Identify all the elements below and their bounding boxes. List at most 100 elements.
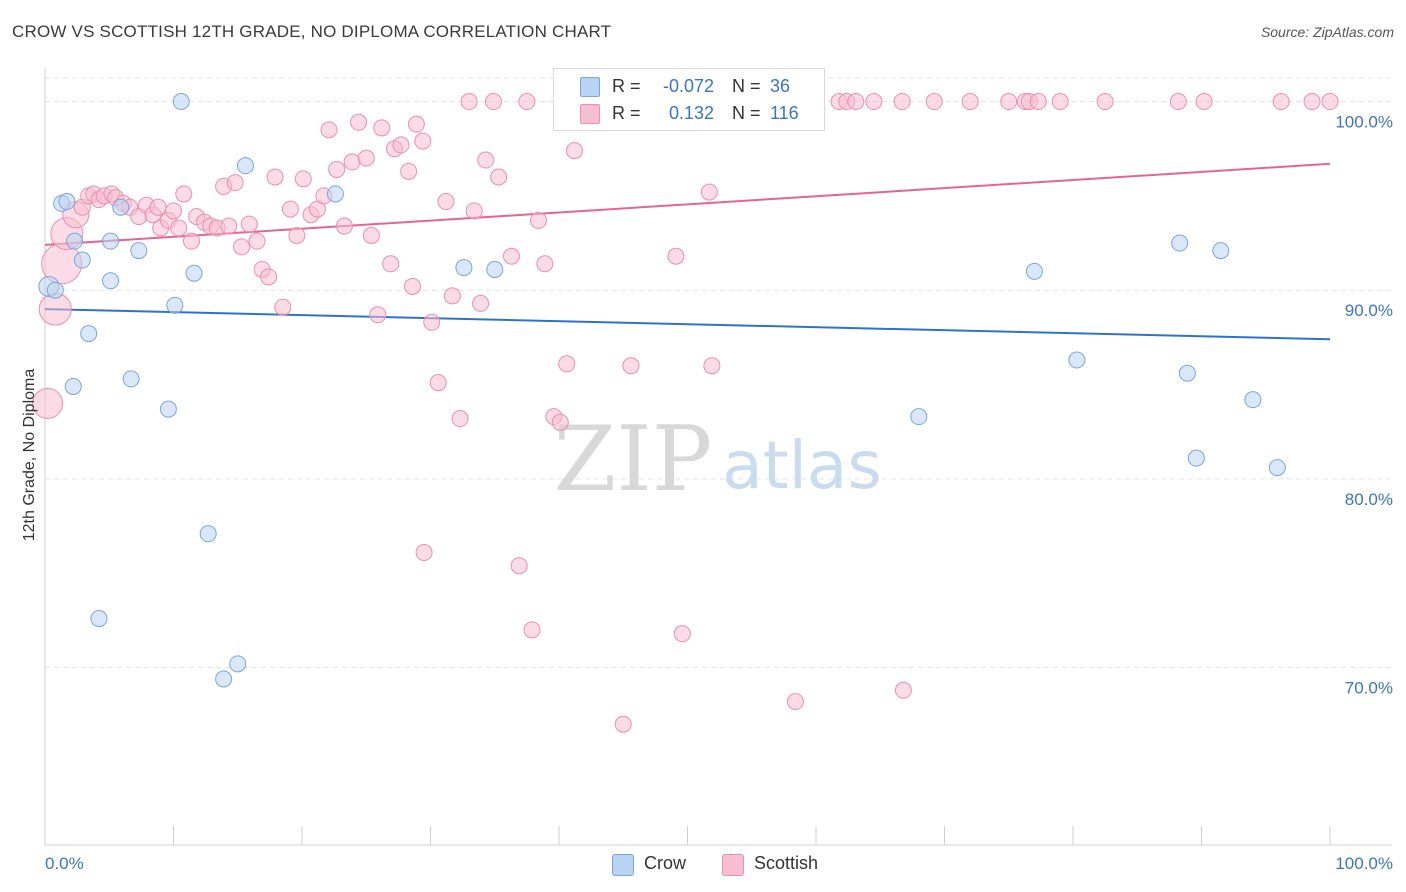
- crow-point: [1244, 391, 1262, 409]
- n-label: N =: [732, 76, 761, 96]
- scottish-point: [518, 93, 536, 111]
- scottish-point: [357, 149, 375, 167]
- legend-label-scottish: Scottish: [754, 853, 819, 873]
- crow-swatch: [580, 77, 600, 97]
- scottish-point: [149, 198, 167, 216]
- scottish-point: [1195, 93, 1213, 111]
- scottish-point: [894, 681, 912, 699]
- scottish-point: [865, 93, 883, 111]
- watermark-atlas: atlas: [722, 427, 882, 504]
- y-tick-label: 90.0%: [1345, 301, 1393, 320]
- scottish-point: [1169, 93, 1187, 111]
- scottish-point: [294, 170, 312, 188]
- scottish-point: [565, 142, 583, 160]
- scottish-point: [429, 374, 447, 392]
- scottish-point: [423, 313, 441, 331]
- scottish-point: [328, 160, 346, 178]
- crow-point: [455, 259, 473, 277]
- scottish-point: [233, 238, 251, 256]
- scottish-point: [523, 621, 541, 639]
- crow-point: [102, 232, 120, 250]
- chart-title: CROW VS SCOTTISH 12TH GRADE, NO DIPLOMA …: [12, 22, 612, 41]
- scottish-point: [1096, 93, 1114, 111]
- scottish-point: [667, 247, 685, 265]
- scottish-point: [32, 387, 64, 419]
- x-tick-label-min: 0.0%: [45, 854, 84, 873]
- scottish-point: [362, 226, 380, 244]
- y-tick-label: 100.0%: [1335, 113, 1393, 132]
- scottish-point: [320, 121, 338, 139]
- crow-point: [46, 281, 64, 299]
- crow-point: [66, 232, 84, 250]
- crow-point: [172, 93, 190, 111]
- scottish-point: [369, 306, 387, 324]
- stats-row-scottish: R = 0.132 N = 116: [554, 101, 824, 127]
- scottish-point: [460, 93, 478, 111]
- n-value: 116: [770, 103, 799, 123]
- crow-point: [486, 260, 504, 278]
- crow-point: [64, 377, 82, 395]
- crow-point: [90, 610, 108, 628]
- scottish-point: [529, 211, 547, 229]
- y-tick-label: 80.0%: [1345, 490, 1393, 509]
- r-label: R =: [612, 76, 641, 96]
- crow-point: [910, 408, 928, 426]
- scottish-point: [477, 151, 495, 169]
- scottish-point: [260, 268, 278, 286]
- scottish-point: [472, 294, 490, 312]
- scottish-point: [1321, 93, 1339, 111]
- scottish-point: [443, 287, 461, 305]
- scottish-point: [703, 357, 721, 375]
- crow-point: [1025, 262, 1043, 280]
- n-value: 36: [770, 76, 791, 96]
- scottish-point: [350, 113, 368, 131]
- watermark: ZIP atlas: [554, 407, 882, 512]
- crow-point: [112, 198, 130, 216]
- crow-point: [1268, 459, 1286, 477]
- crow-point: [199, 525, 217, 543]
- scottish-point: [226, 174, 244, 192]
- scottish-point: [536, 255, 554, 273]
- crow-point: [73, 251, 91, 269]
- r-label: R =: [612, 103, 641, 123]
- scottish-point: [175, 185, 193, 203]
- y-tick-label: 70.0%: [1345, 679, 1393, 698]
- watermark-zip: ZIP: [554, 407, 713, 512]
- axes: [44, 68, 1392, 846]
- tick-labels: 70.0% 80.0% 90.0% 100.0% 0.0% 100.0%: [45, 113, 1393, 873]
- scottish-point: [343, 153, 361, 171]
- crow-point: [1178, 364, 1196, 382]
- r-value: -0.072: [662, 76, 714, 96]
- crow-point: [1212, 242, 1230, 260]
- scottish-point: [240, 215, 258, 233]
- trend-lines: [44, 162, 1331, 341]
- r-value: 0.132: [668, 103, 714, 123]
- legend: Crow Scottish: [0, 852, 1406, 878]
- scottish-point: [961, 93, 979, 111]
- scottish-point: [700, 183, 718, 201]
- crow-point: [80, 325, 98, 343]
- crow-point: [1171, 234, 1189, 252]
- scottish-point: [1303, 93, 1321, 111]
- crow-point: [122, 370, 140, 388]
- crow-point: [1068, 351, 1086, 369]
- crow-legend-swatch: [612, 854, 634, 876]
- scottish-point: [558, 355, 576, 373]
- scottish-point: [502, 247, 520, 265]
- scottish-point: [404, 277, 422, 295]
- crow-point: [166, 296, 184, 314]
- scottish-point: [382, 255, 400, 273]
- scottish-legend-swatch: [722, 854, 744, 876]
- crow-point: [185, 264, 203, 282]
- scottish-point: [392, 136, 410, 154]
- crow-point: [236, 157, 254, 175]
- crow-point: [130, 242, 148, 260]
- scottish-point: [925, 93, 943, 111]
- scottish-point: [1000, 93, 1018, 111]
- scottish-point: [415, 544, 433, 562]
- scottish-point: [281, 200, 299, 218]
- crow-point: [1187, 449, 1205, 467]
- scottish-point: [1029, 93, 1047, 111]
- scottish-point: [614, 715, 632, 733]
